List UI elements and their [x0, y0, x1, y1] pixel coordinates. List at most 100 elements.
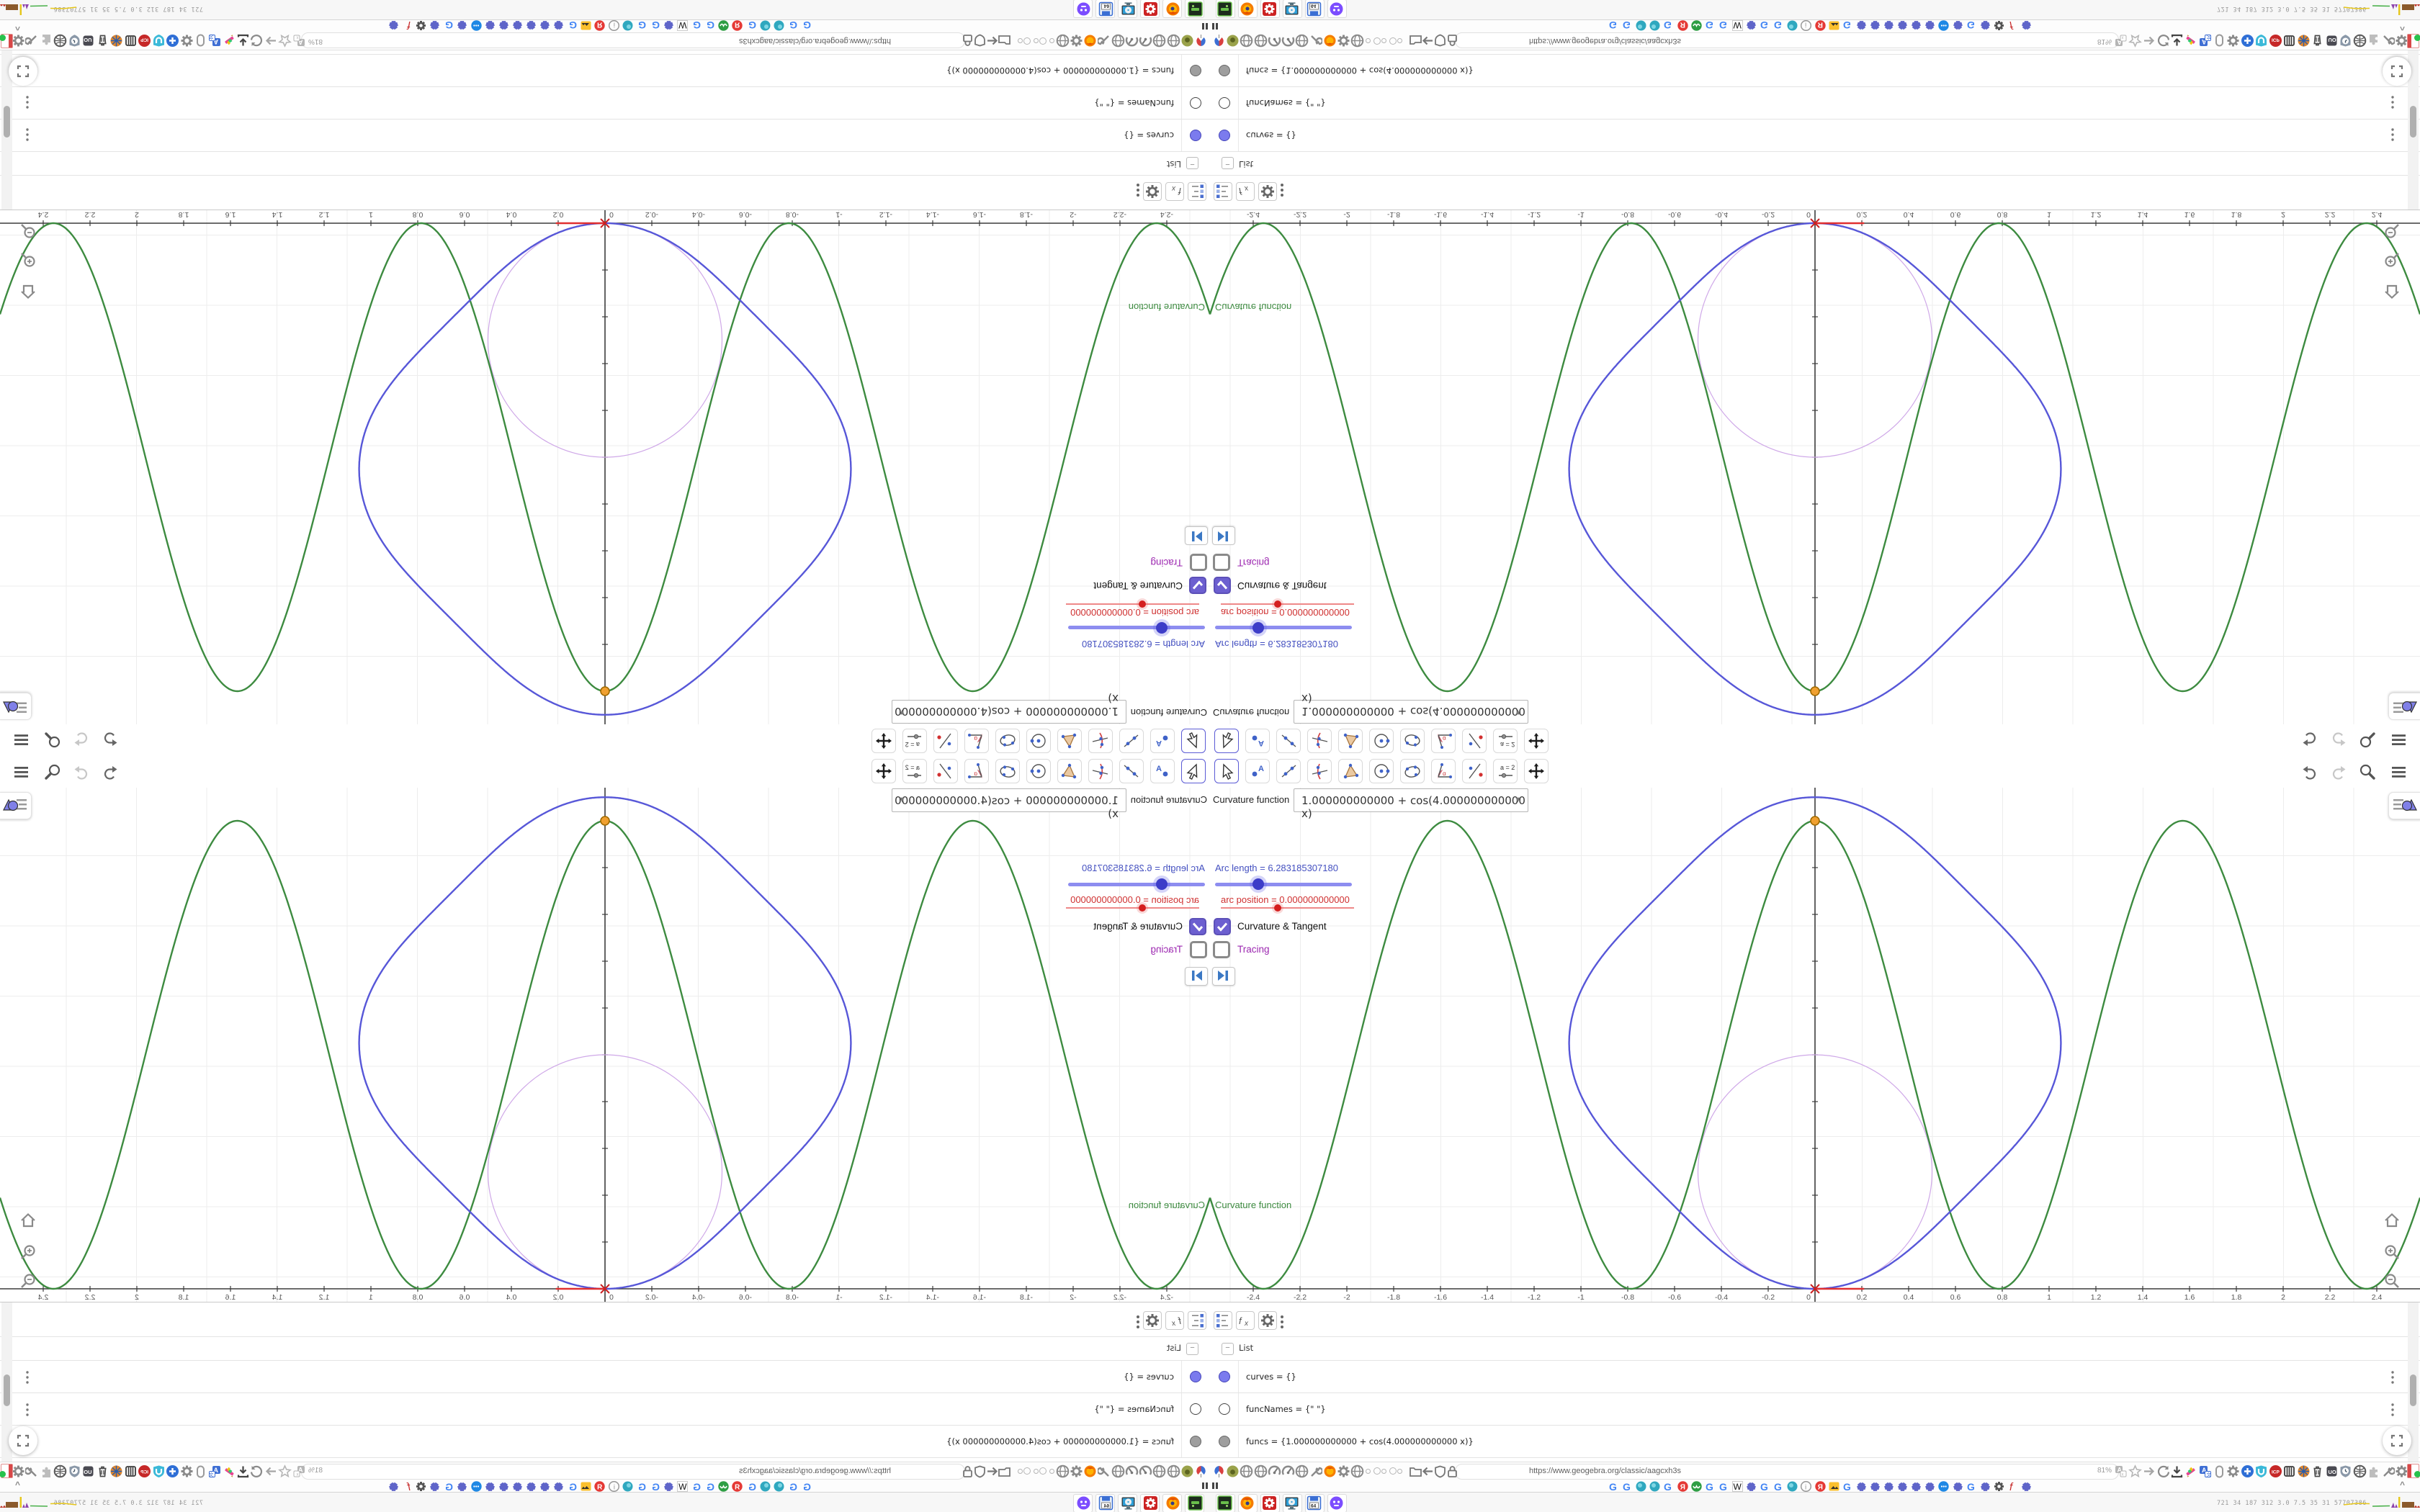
- arc-position-slider-handle[interactable]: [1274, 600, 1281, 608]
- uo-badge-icon[interactable]: UO: [82, 34, 96, 48]
- top-point[interactable]: [1810, 816, 1820, 826]
- arc-position-point[interactable]: [600, 1284, 610, 1294]
- wrench-extension-icon[interactable]: [1097, 34, 1111, 48]
- curvature-tangent-checkbox[interactable]: [1189, 918, 1206, 935]
- taskbar-app-red-tool[interactable]: [1140, 0, 1160, 18]
- tab-favicon-G[interactable]: G: [1966, 20, 1977, 31]
- globe-extension-icon[interactable]: [1167, 1464, 1180, 1478]
- algebra-tree-button[interactable]: [1214, 1311, 1232, 1330]
- taskbar-app-monitor[interactable]: [1118, 0, 1137, 18]
- tab-favicon-pentagon[interactable]: [1870, 1481, 1881, 1492]
- taskbar-app-red-tool[interactable]: [1260, 1494, 1280, 1512]
- arc-position-point[interactable]: [1810, 1284, 1820, 1294]
- globe-extension-icon[interactable]: [1056, 1464, 1070, 1478]
- tab-favicon-green-wave[interactable]: [1690, 20, 1702, 31]
- arc-position-point[interactable]: [1810, 218, 1820, 228]
- globe-extension-icon[interactable]: [1350, 1464, 1364, 1478]
- tab-favicon-W[interactable]: W: [1731, 1481, 1743, 1492]
- tab-favicon-ya[interactable]: Я: [594, 1481, 606, 1492]
- redo-button[interactable]: [2329, 730, 2349, 750]
- firefox-extension-icon[interactable]: [1083, 1464, 1097, 1478]
- menu-button[interactable]: [11, 730, 31, 750]
- tab-favicon-W[interactable]: W: [677, 20, 689, 31]
- algebra-row[interactable]: funcNames = {" "}: [0, 1393, 1210, 1426]
- forward-icon[interactable]: [2142, 34, 2156, 48]
- tab-favicon-chat[interactable]: [470, 1481, 482, 1492]
- home-button[interactable]: [17, 281, 37, 301]
- wrench-icon[interactable]: [25, 1464, 40, 1478]
- visibility-toggle-gray[interactable]: [1219, 65, 1230, 76]
- tab-favicon-pentagon[interactable]: [388, 20, 399, 31]
- scrollbar-thumb[interactable]: [4, 1374, 10, 1406]
- globe-extension-icon[interactable]: [1240, 1464, 1253, 1478]
- taskbar-app-disk-utility[interactable]: [1185, 1494, 1204, 1512]
- tab-favicon-teal[interactable]: [1649, 20, 1660, 31]
- tab-favicon-pentagon[interactable]: [2021, 1481, 2032, 1492]
- globe-orange-icon[interactable]: [110, 1464, 124, 1478]
- arc-length-slider[interactable]: [1068, 878, 1205, 890]
- gear-icon[interactable]: [180, 1464, 194, 1478]
- tab-favicon-green-wave[interactable]: [718, 1481, 730, 1492]
- tab-favicon-pentagon[interactable]: [457, 20, 468, 31]
- tab-favicon-pentagon[interactable]: [1870, 20, 1881, 31]
- tab-favicon-gear-dark[interactable]: [416, 1481, 426, 1492]
- puzzle-icon[interactable]: [40, 1464, 53, 1478]
- tool-polygon-button[interactable]: [1057, 759, 1082, 783]
- star-icon[interactable]: [278, 1464, 292, 1478]
- taskbar-app-floppy-64[interactable]: 64: [1095, 0, 1115, 18]
- url-text[interactable]: https://www.geogebra.org/classic/aagcxh3…: [739, 1467, 891, 1475]
- tab-favicon-pentagon[interactable]: [663, 20, 674, 31]
- tab-favicon-pentagon[interactable]: [1855, 1481, 1867, 1492]
- trash-icon[interactable]: [96, 1464, 109, 1478]
- tab-favicon-pentagon[interactable]: [457, 1481, 468, 1492]
- plus-blue-icon[interactable]: [166, 1464, 180, 1478]
- tab-favicon-G[interactable]: G: [1705, 1481, 1716, 1492]
- gauge-extension-icon[interactable]: [1139, 1464, 1152, 1478]
- puzzle-icon[interactable]: [2367, 34, 2380, 48]
- scrollbar-thumb[interactable]: [2410, 106, 2416, 138]
- tool-circle-button[interactable]: [1369, 759, 1394, 783]
- algebra-row[interactable]: funcNames = {" "}: [0, 86, 1210, 119]
- tab-favicon-G[interactable]: G: [787, 20, 798, 31]
- graphics-view[interactable]: -2.4 -2.2 -2 -1.8 -1.6 -1.4 -1.2 -1 -0.8 -0.6 -0.4…: [1210, 788, 2420, 1302]
- forward-icon[interactable]: [264, 1464, 278, 1478]
- algebra-tree-button[interactable]: [1214, 182, 1232, 201]
- download-icon[interactable]: [2170, 34, 2184, 48]
- tab-favicon-green-wave[interactable]: [718, 20, 730, 31]
- balloon-extension-icon[interactable]: [1212, 34, 1226, 48]
- firefox-extension-icon[interactable]: [1083, 34, 1097, 48]
- tab-favicon-G[interactable]: G: [801, 20, 812, 31]
- tool-circle-button[interactable]: [1026, 759, 1051, 783]
- taskbar-app-firefox[interactable]: [1238, 0, 1258, 18]
- pencil-icon[interactable]: [2184, 1464, 2198, 1478]
- arc-position-slider[interactable]: [1066, 600, 1199, 608]
- fullscreen-button[interactable]: [2383, 1426, 2411, 1455]
- lock-icon[interactable]: [1446, 34, 1459, 48]
- globe-extension-icon[interactable]: [1254, 1464, 1268, 1478]
- url-text[interactable]: https://www.geogebra.org/classic/aagcxh3…: [739, 37, 891, 45]
- folder-icon[interactable]: [998, 34, 1011, 48]
- tool-line-button[interactable]: [1119, 729, 1144, 753]
- row-kebab-icon[interactable]: [24, 94, 30, 110]
- visibility-toggle-gray[interactable]: [1219, 1436, 1230, 1447]
- visibility-toggle-blue[interactable]: [1219, 1371, 1230, 1382]
- balloon-extension-icon[interactable]: [1194, 34, 1208, 48]
- tool-slider-button[interactable]: a = 2: [902, 729, 927, 753]
- skip-to-end-button[interactable]: [1212, 526, 1235, 545]
- shield-icon[interactable]: [973, 1464, 987, 1478]
- zoom-in-button[interactable]: [17, 1243, 37, 1263]
- tab-favicon-G[interactable]: G: [691, 20, 702, 31]
- tool-point-on-object-button[interactable]: [1307, 759, 1332, 783]
- tool-move-button[interactable]: [1214, 729, 1239, 753]
- tab-favicon-G[interactable]: G: [1718, 20, 1729, 31]
- tab-favicon-pentagon[interactable]: [388, 1481, 399, 1492]
- curvature-tangent-checkbox[interactable]: [1214, 918, 1231, 935]
- prescribed-curvature-curve[interactable]: [1568, 796, 2062, 1290]
- zoom-out-button[interactable]: [2383, 1272, 2403, 1292]
- globe-extension-icon[interactable]: [1111, 34, 1125, 48]
- home-button[interactable]: [2383, 281, 2403, 301]
